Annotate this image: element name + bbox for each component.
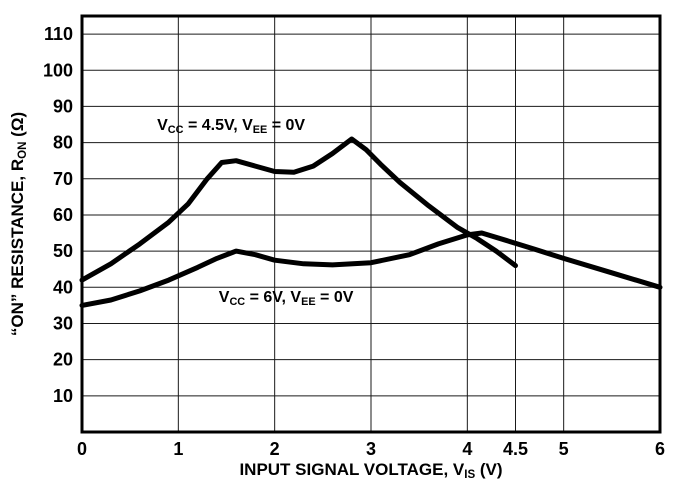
x-tick-label: 4.5 — [503, 439, 528, 459]
x-tick-label: 3 — [366, 439, 376, 459]
y-tick-label: 100 — [43, 60, 73, 80]
y-tick-label: 60 — [53, 205, 73, 225]
y-axis-label: “ON” RESISTANCE, RON (Ω) — [8, 111, 30, 337]
plot-border — [80, 14, 662, 434]
y-tick-label: 30 — [53, 313, 73, 333]
x-tick-label: 0 — [77, 439, 87, 459]
y-tick-label: 50 — [53, 241, 73, 261]
y-tick-label: 20 — [53, 350, 73, 370]
x-tick-label: 2 — [270, 439, 280, 459]
y-tick-label: 90 — [53, 96, 73, 116]
x-tick-label: 5 — [559, 439, 569, 459]
curve-2 — [79, 230, 663, 308]
curve-label-vcc-4v5: VCC = 4.5V, VEE = 0V — [157, 117, 306, 137]
y-tick-label: 110 — [44, 24, 73, 44]
x-axis-label: INPUT SIGNAL VOLTAGE, VIS (V) — [239, 460, 503, 482]
x-tick-label: 1 — [173, 439, 183, 459]
x-tick-label: 4 — [462, 439, 472, 459]
y-tick-label: 40 — [53, 277, 73, 297]
y-tick-label: 70 — [53, 169, 73, 189]
curve-label-vcc-6v: VCC = 6V, VEE = 0V — [218, 289, 354, 309]
y-tick-label: 80 — [53, 133, 73, 153]
y-tick-label: 10 — [53, 386, 73, 406]
curve-1 — [79, 136, 518, 283]
x-tick-label: 6 — [655, 439, 665, 459]
